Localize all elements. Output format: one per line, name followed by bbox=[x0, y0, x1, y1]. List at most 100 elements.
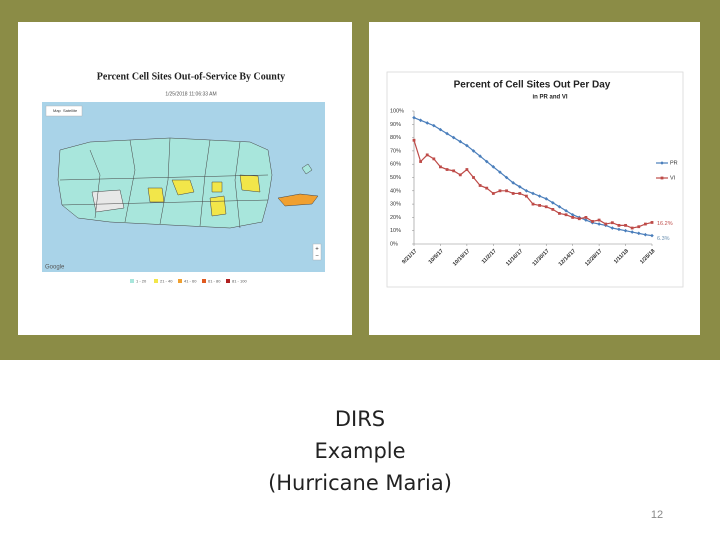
vieques bbox=[277, 193, 319, 207]
map-control[interactable]: Satellite bbox=[63, 108, 78, 113]
county bbox=[239, 174, 261, 193]
point bbox=[485, 186, 489, 190]
y-tick-label: 80% bbox=[390, 135, 401, 141]
point bbox=[458, 139, 463, 144]
point bbox=[604, 222, 608, 226]
point bbox=[551, 200, 555, 205]
legend-marker bbox=[660, 161, 664, 165]
legend-swatch bbox=[178, 279, 182, 283]
point bbox=[511, 192, 515, 195]
point bbox=[504, 175, 509, 180]
chart-frame bbox=[386, 71, 684, 288]
legend-swatch bbox=[226, 279, 230, 283]
legend-swatch bbox=[130, 279, 134, 283]
point bbox=[564, 213, 568, 217]
page-number: 12 bbox=[651, 509, 663, 521]
point bbox=[412, 138, 416, 142]
legend-label: 61 - 80 bbox=[208, 279, 221, 284]
point bbox=[643, 232, 648, 237]
point bbox=[531, 202, 535, 206]
point bbox=[472, 176, 475, 179]
y-tick-label: 90% bbox=[390, 122, 401, 128]
point bbox=[597, 222, 601, 226]
point bbox=[478, 154, 482, 159]
y-tick-label: 50% bbox=[390, 175, 401, 181]
point bbox=[650, 221, 654, 224]
caption-line: Example bbox=[314, 439, 405, 463]
map-controls[interactable] bbox=[45, 105, 83, 117]
caption-line: DIRS bbox=[335, 407, 385, 431]
county bbox=[211, 181, 223, 193]
island-base bbox=[57, 137, 273, 229]
point bbox=[419, 160, 423, 163]
point bbox=[517, 185, 522, 189]
point bbox=[425, 153, 429, 157]
county bbox=[209, 195, 227, 217]
y-tick-label: 30% bbox=[390, 202, 401, 208]
point bbox=[524, 189, 529, 193]
point bbox=[471, 149, 476, 153]
map-attribution: Google bbox=[45, 265, 65, 271]
point bbox=[524, 194, 528, 198]
legend-label: PR bbox=[670, 160, 678, 166]
zoom-control[interactable] bbox=[312, 243, 322, 261]
legend-swatch bbox=[202, 279, 206, 283]
point bbox=[558, 212, 561, 215]
point bbox=[452, 169, 456, 173]
point bbox=[537, 194, 542, 198]
legend-label: 21 - 40 bbox=[160, 279, 173, 284]
point bbox=[623, 228, 628, 233]
point bbox=[617, 223, 621, 227]
legend-label: 81 - 100 bbox=[232, 279, 247, 284]
y-tick-label: 100% bbox=[390, 108, 404, 114]
zoom-in[interactable]: + bbox=[315, 247, 319, 253]
point bbox=[637, 225, 641, 229]
point bbox=[591, 219, 594, 223]
point bbox=[630, 226, 634, 230]
legend-swatch bbox=[154, 279, 158, 283]
point bbox=[551, 208, 555, 211]
point bbox=[617, 227, 621, 232]
point bbox=[439, 165, 442, 169]
legend-label: VI bbox=[670, 175, 676, 181]
map-legend: 1 - 20 21 - 40 41 - 60 61 - 80 81 - 100 bbox=[130, 279, 247, 284]
zoom-out[interactable]: − bbox=[315, 254, 319, 260]
map-control[interactable]: Map bbox=[53, 108, 62, 113]
annotation: 16.2% bbox=[657, 221, 673, 227]
point bbox=[511, 181, 515, 185]
point bbox=[465, 168, 469, 171]
y-tick-label: 10% bbox=[390, 228, 401, 234]
point bbox=[498, 170, 502, 174]
caption-line: (Hurricane Maria) bbox=[268, 471, 452, 495]
point bbox=[544, 205, 548, 209]
point bbox=[458, 173, 462, 177]
point bbox=[624, 223, 627, 227]
point bbox=[610, 226, 615, 230]
legend-label: 1 - 20 bbox=[136, 279, 147, 284]
point bbox=[445, 131, 449, 136]
map-title: Percent Cell Sites Out-of-Service By Cou… bbox=[97, 71, 285, 82]
point bbox=[636, 231, 641, 236]
point bbox=[538, 204, 542, 207]
point bbox=[505, 189, 508, 193]
culebra bbox=[301, 163, 313, 175]
map-island bbox=[57, 137, 319, 229]
point bbox=[465, 143, 469, 148]
point bbox=[478, 184, 482, 187]
point bbox=[584, 218, 588, 222]
point bbox=[451, 135, 456, 140]
point bbox=[518, 192, 522, 195]
point bbox=[432, 157, 436, 161]
y-tick-label: 70% bbox=[390, 148, 401, 154]
point bbox=[610, 221, 614, 225]
point bbox=[418, 118, 423, 123]
y-tick-label: 60% bbox=[390, 162, 401, 168]
point bbox=[491, 192, 495, 195]
point bbox=[564, 208, 568, 213]
point bbox=[531, 191, 535, 196]
county bbox=[147, 187, 165, 203]
point bbox=[544, 196, 549, 201]
point bbox=[577, 217, 581, 221]
